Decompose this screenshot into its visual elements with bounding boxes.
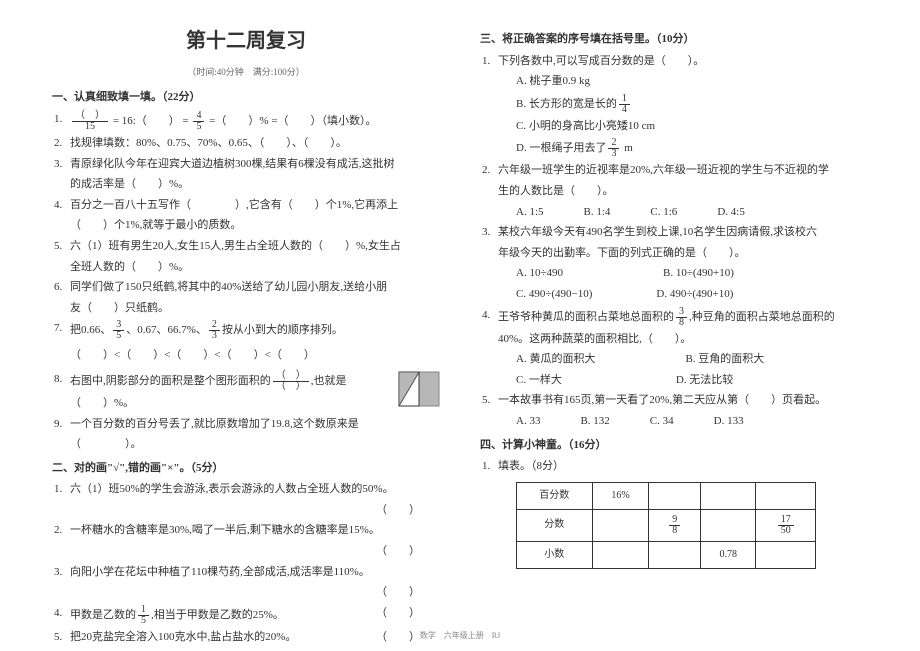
q3-1b: B. 长方形的宽是长的14 xyxy=(516,94,868,115)
q2-1: 1.六（1）班50%的学生会游泳,表示会游泳的人数占全班人数的50%。 xyxy=(70,481,440,499)
q1-8: 8. 右图中,阴影部分的面积是整个图形面积的（ ）（ ）,也就是 xyxy=(70,371,440,392)
q3-1: 1.下列各数中,可以写成百分数的是（ ）。 xyxy=(498,53,868,71)
q1-6b: 友（ ）只纸鹤。 xyxy=(70,300,440,318)
q3-3b: 年级今天的出勤率。下面的列式正确的是（ ）。 xyxy=(498,245,868,263)
q3-4-opts1: A. 黄瓜的面积大B. 豆角的面积大 xyxy=(516,351,868,369)
subtitle: （时间:40分钟 满分:100分） xyxy=(52,65,440,79)
table-row: 分数 98 1750 xyxy=(517,509,816,541)
q3-2b: 生的人数比是（ ）。 xyxy=(498,183,868,201)
q1-7: 7. 把0.66、35、0.67、66.7%、23按从小到大的顺序排列。 xyxy=(70,320,440,341)
section-3-head: 三、将正确答案的序号填在括号里。（10分） xyxy=(480,31,868,49)
q1-5: 5.六（1）班有男生20人,女生15人,男生占全班人数的（ ）%,女生占 xyxy=(70,238,440,256)
q1-4b: （ ）个1%,就等于最小的质数。 xyxy=(70,217,440,235)
q3-4: 4. 王爷爷种黄瓜的面积占菜地总面积的38,种豆角的面积占菜地总面积的 xyxy=(498,307,868,328)
q1-9: 9.一个百分数的百分号丢了,就比原数增加了19.8,这个数原来是 xyxy=(70,416,440,434)
section-1-head: 一、认真细致填一填。（22分） xyxy=(52,89,440,107)
paren-2-2: （ ） xyxy=(52,543,420,561)
q3-2-opts: A. 1:5B. 1:4C. 1:6D. 4:5 xyxy=(516,204,868,222)
fill-table: 百分数 16% 分数 98 1750 小数 0.78 xyxy=(516,482,816,569)
q2-4: 4. 甲数是乙数的15,相当于甲数是乙数的25%。 （ ） xyxy=(70,605,440,626)
page-footer: 数学 六年级上册 RJ xyxy=(420,630,500,643)
q3-3-opts2: C. 490÷(490−10)D. 490÷(490+10) xyxy=(516,286,868,304)
q2-2: 2.一杯糖水的含糖率是30%,喝了一半后,剩下糖水的含糖率是15%。 xyxy=(70,522,440,540)
q1-7b: （ ）<（ ）<（ ）<（ ）<（ ） xyxy=(70,347,440,365)
q4-1: 1.填表。（8分） xyxy=(498,458,868,476)
section-4-head: 四、计算小神童。（16分） xyxy=(480,437,868,455)
q3-1d: D. 一根绳子用去了23 m xyxy=(516,138,868,159)
q1-4: 4.百分之一百八十五写作（ ）,它含有（ ）个1%,它再添上 xyxy=(70,197,440,215)
q1-5b: 全班人数的（ ）%。 xyxy=(70,259,440,277)
q3-1c: C. 小明的身高比小亮矮10 cm xyxy=(516,118,868,136)
q3-3: 3.某校六年级今天有490名学生到校上课,10名学生因病请假,求该校六 xyxy=(498,224,868,242)
q2-3: 3.向阳小学在花坛中种植了110棵芍药,全部成活,成活率是110%。 xyxy=(70,564,440,582)
q1-9b: （ ）。 xyxy=(70,436,440,454)
q3-1a: A. 桃子重0.9 kg xyxy=(516,73,868,91)
page-title: 第十二周复习 xyxy=(52,25,440,57)
table-row: 百分数 16% xyxy=(517,482,816,509)
q1-8b: （ ）%。 xyxy=(70,395,440,413)
q1-6: 6.同学们做了150只纸鹤,将其中的40%送给了幼儿园小朋友,送给小朋 xyxy=(70,279,440,297)
q3-4b: 40%。这两种蔬菜的面积相比,（ ）。 xyxy=(498,331,868,349)
q3-3-opts1: A. 10÷490B. 10÷(490+10) xyxy=(516,265,868,283)
q1-3: 3.青原绿化队今年在迎宾大道边植树300棵,结果有6棵没有成活,这批树 xyxy=(70,156,440,174)
q1-1: 1. （ ）15 = 16:（ ） = 45 =（ ）% =（ ）（填小数）。 xyxy=(70,111,440,132)
q2-5: 5.把20克盐完全溶入100克水中,盐占盐水的20%。 （ ） xyxy=(70,629,440,647)
q1-3b: 的成活率是（ ）%。 xyxy=(70,176,440,194)
paren-2-3: （ ） xyxy=(52,584,420,602)
q3-2: 2.六年级一班学生的近视率是20%,六年级一班近视的学生与不近视的学 xyxy=(498,162,868,180)
paren-2-1: （ ） xyxy=(52,502,420,520)
q1-2: 2.找规律填数：80%、0.75、70%、0.65、（ ）、（ ）。 xyxy=(70,135,440,153)
table-row: 小数 0.78 xyxy=(517,541,816,568)
q3-5-opts: A. 33B. 132C. 34D. 133 xyxy=(516,413,868,431)
q3-5: 5.一本故事书有165页,第一天看了20%,第二天应从第（ ）页看起。 xyxy=(498,392,868,410)
section-2-head: 二、对的画"√",错的画"×"。（5分） xyxy=(52,460,440,478)
q3-4-opts2: C. 一样大D. 无法比较 xyxy=(516,372,868,390)
